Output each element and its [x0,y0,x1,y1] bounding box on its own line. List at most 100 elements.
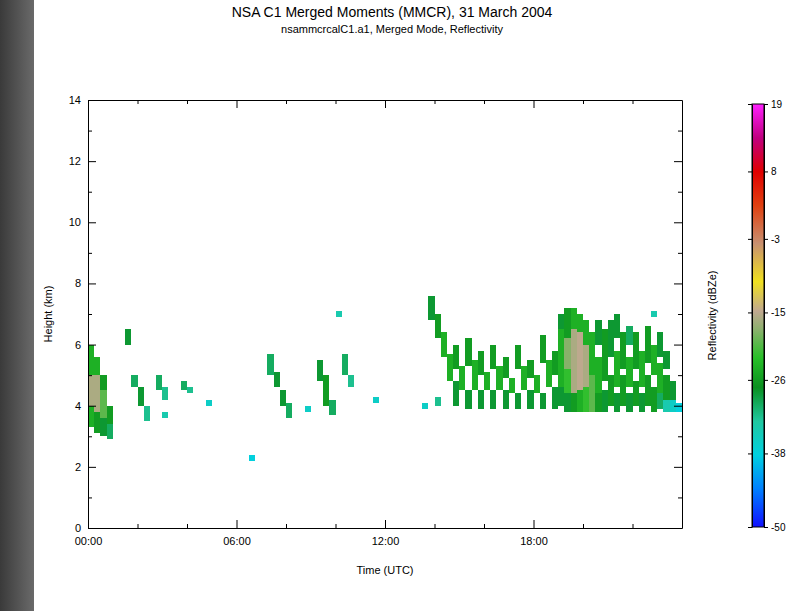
tick [385,100,386,108]
tick [678,253,682,254]
tick-label: 8 [75,277,81,289]
cell [447,354,453,382]
cell [465,338,471,366]
tick-mark [435,524,436,528]
cell [670,381,676,399]
cell [162,412,168,418]
cell [100,375,106,390]
tick-mark [583,524,584,528]
tick: -3 [764,234,780,245]
tick: 0 [75,522,96,534]
cell [571,393,577,411]
tick [674,406,682,407]
cell [478,390,484,408]
tick [674,161,682,162]
tick-label: 0 [75,522,81,534]
axis [138,100,633,104]
tick-mark [764,453,768,454]
tick-mark [674,283,682,284]
tick: 19 [764,99,783,110]
tick-label: 6 [75,339,81,351]
tick [748,527,752,528]
tick [435,100,436,104]
tick-mark [88,253,92,254]
cell [651,345,657,376]
tick-mark [435,100,436,104]
tick-label: 12 [69,155,81,167]
tick: 14 [69,94,96,106]
tick [88,436,92,437]
tick [187,524,188,528]
tick: 18:00 [520,520,548,547]
tick-mark [88,406,96,407]
tick [138,524,139,528]
tick-mark [88,161,96,162]
tick-mark [674,161,682,162]
tick [748,104,752,105]
tick-mark [678,192,682,193]
tick-mark [138,524,139,528]
tick-mark [674,222,682,223]
tick [748,312,752,313]
tick-mark [678,314,682,315]
tick-mark [88,131,92,132]
cell [608,320,614,357]
cell [317,360,323,381]
cell [441,332,447,356]
tick [583,524,584,528]
cell [286,403,292,418]
colorbar-title: Reflectivity (dBZe) [706,271,718,361]
tick-mark [237,520,238,528]
tick: 4 [75,400,96,412]
tick-mark [674,100,682,101]
tick [748,239,752,240]
cell [583,320,589,344]
tick [633,100,634,104]
tick-label: -50 [771,522,786,533]
axis-title: Height (km) [42,286,54,343]
tick-label: 06:00 [223,535,251,547]
tick-mark [633,524,634,528]
tick [138,100,139,104]
cell [614,314,620,338]
tick: -15 [764,307,786,318]
tick-label: 12:00 [372,535,400,547]
tick [633,524,634,528]
tick-mark [286,100,287,104]
cell [249,455,255,461]
cell [651,387,657,411]
tick-mark [88,345,96,346]
tick-mark [187,100,188,104]
tick-mark [286,524,287,528]
tick-mark [748,380,752,381]
tick [678,375,682,376]
tick-mark [678,375,682,376]
tick-mark [534,100,535,108]
cell [608,375,614,406]
axis [138,524,633,528]
cell [131,375,137,387]
cell [94,412,100,433]
tick-mark [674,467,682,468]
cell [571,308,577,329]
cell [490,345,496,369]
tick-mark [534,520,535,528]
cell [465,390,471,408]
cell [490,390,496,408]
cell [676,403,682,412]
tick-mark [484,100,485,104]
background-strip [0,0,34,611]
tick [88,314,92,315]
axis: 198-3-15-26-38-50 [764,99,786,533]
cell [206,400,212,406]
cell [280,390,286,405]
tick [678,314,682,315]
tick [748,453,752,454]
cell [453,381,459,405]
tick-mark [764,380,768,381]
tick-mark [336,524,337,528]
axis [88,131,92,498]
cell [422,403,428,409]
cell [583,345,589,388]
tick [674,100,682,101]
